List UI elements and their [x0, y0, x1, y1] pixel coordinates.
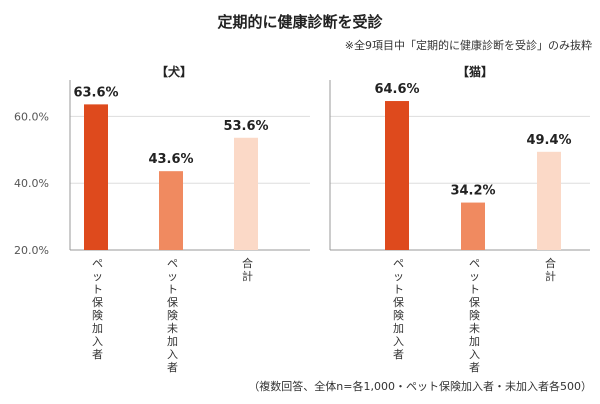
bar-uninsured [461, 202, 485, 250]
panel-cat: 【猫】 64.6% ペット保険加入者 34.2% ペット保険未加入者 49.4% 合計 [329, 64, 590, 374]
ytick-20: 20.0% [14, 244, 49, 257]
value-label-total: 53.6% [223, 119, 268, 134]
bar-total [234, 137, 258, 250]
value-label-uninsured: 34.2% [450, 184, 495, 199]
chart-note: ※全9項目中「定期的に健康診断を受診」のみ抜粋 [345, 38, 592, 52]
bar-uninsured [159, 171, 183, 250]
category-label-insured: ペット保険加入者 [92, 257, 103, 361]
bar-insured [84, 104, 108, 250]
category-label-total: 合計 [545, 256, 556, 283]
ytick-60: 60.0% [14, 110, 49, 123]
bar-insured [385, 101, 409, 250]
chart-title: 定期的に健康診断を受診 [217, 13, 383, 31]
category-label-total: 合計 [242, 256, 253, 283]
value-label-insured: 64.6% [374, 82, 419, 97]
value-label-total: 49.4% [526, 133, 571, 148]
category-label-insured: ペット保険加入者 [393, 257, 404, 361]
bar-total [537, 151, 561, 250]
category-label-uninsured: ペット保険未加入者 [167, 257, 178, 374]
ytick-40: 40.0% [14, 177, 49, 190]
panel-title: 【猫】 [457, 64, 493, 79]
panel-dog: 【犬】 60.0% 40.0% 20.0% 63.6% ペット保険加入者 43.6% ペット保… [14, 64, 310, 374]
value-label-insured: 63.6% [73, 85, 118, 100]
category-label-uninsured: ペット保険未加入者 [469, 257, 480, 374]
value-label-uninsured: 43.6% [148, 152, 193, 167]
chart-footnote: （複数回答、全体n=各1,000・ペット保険加入者・未加入者各500） [248, 379, 592, 393]
panel-title: 【犬】 [156, 64, 192, 79]
